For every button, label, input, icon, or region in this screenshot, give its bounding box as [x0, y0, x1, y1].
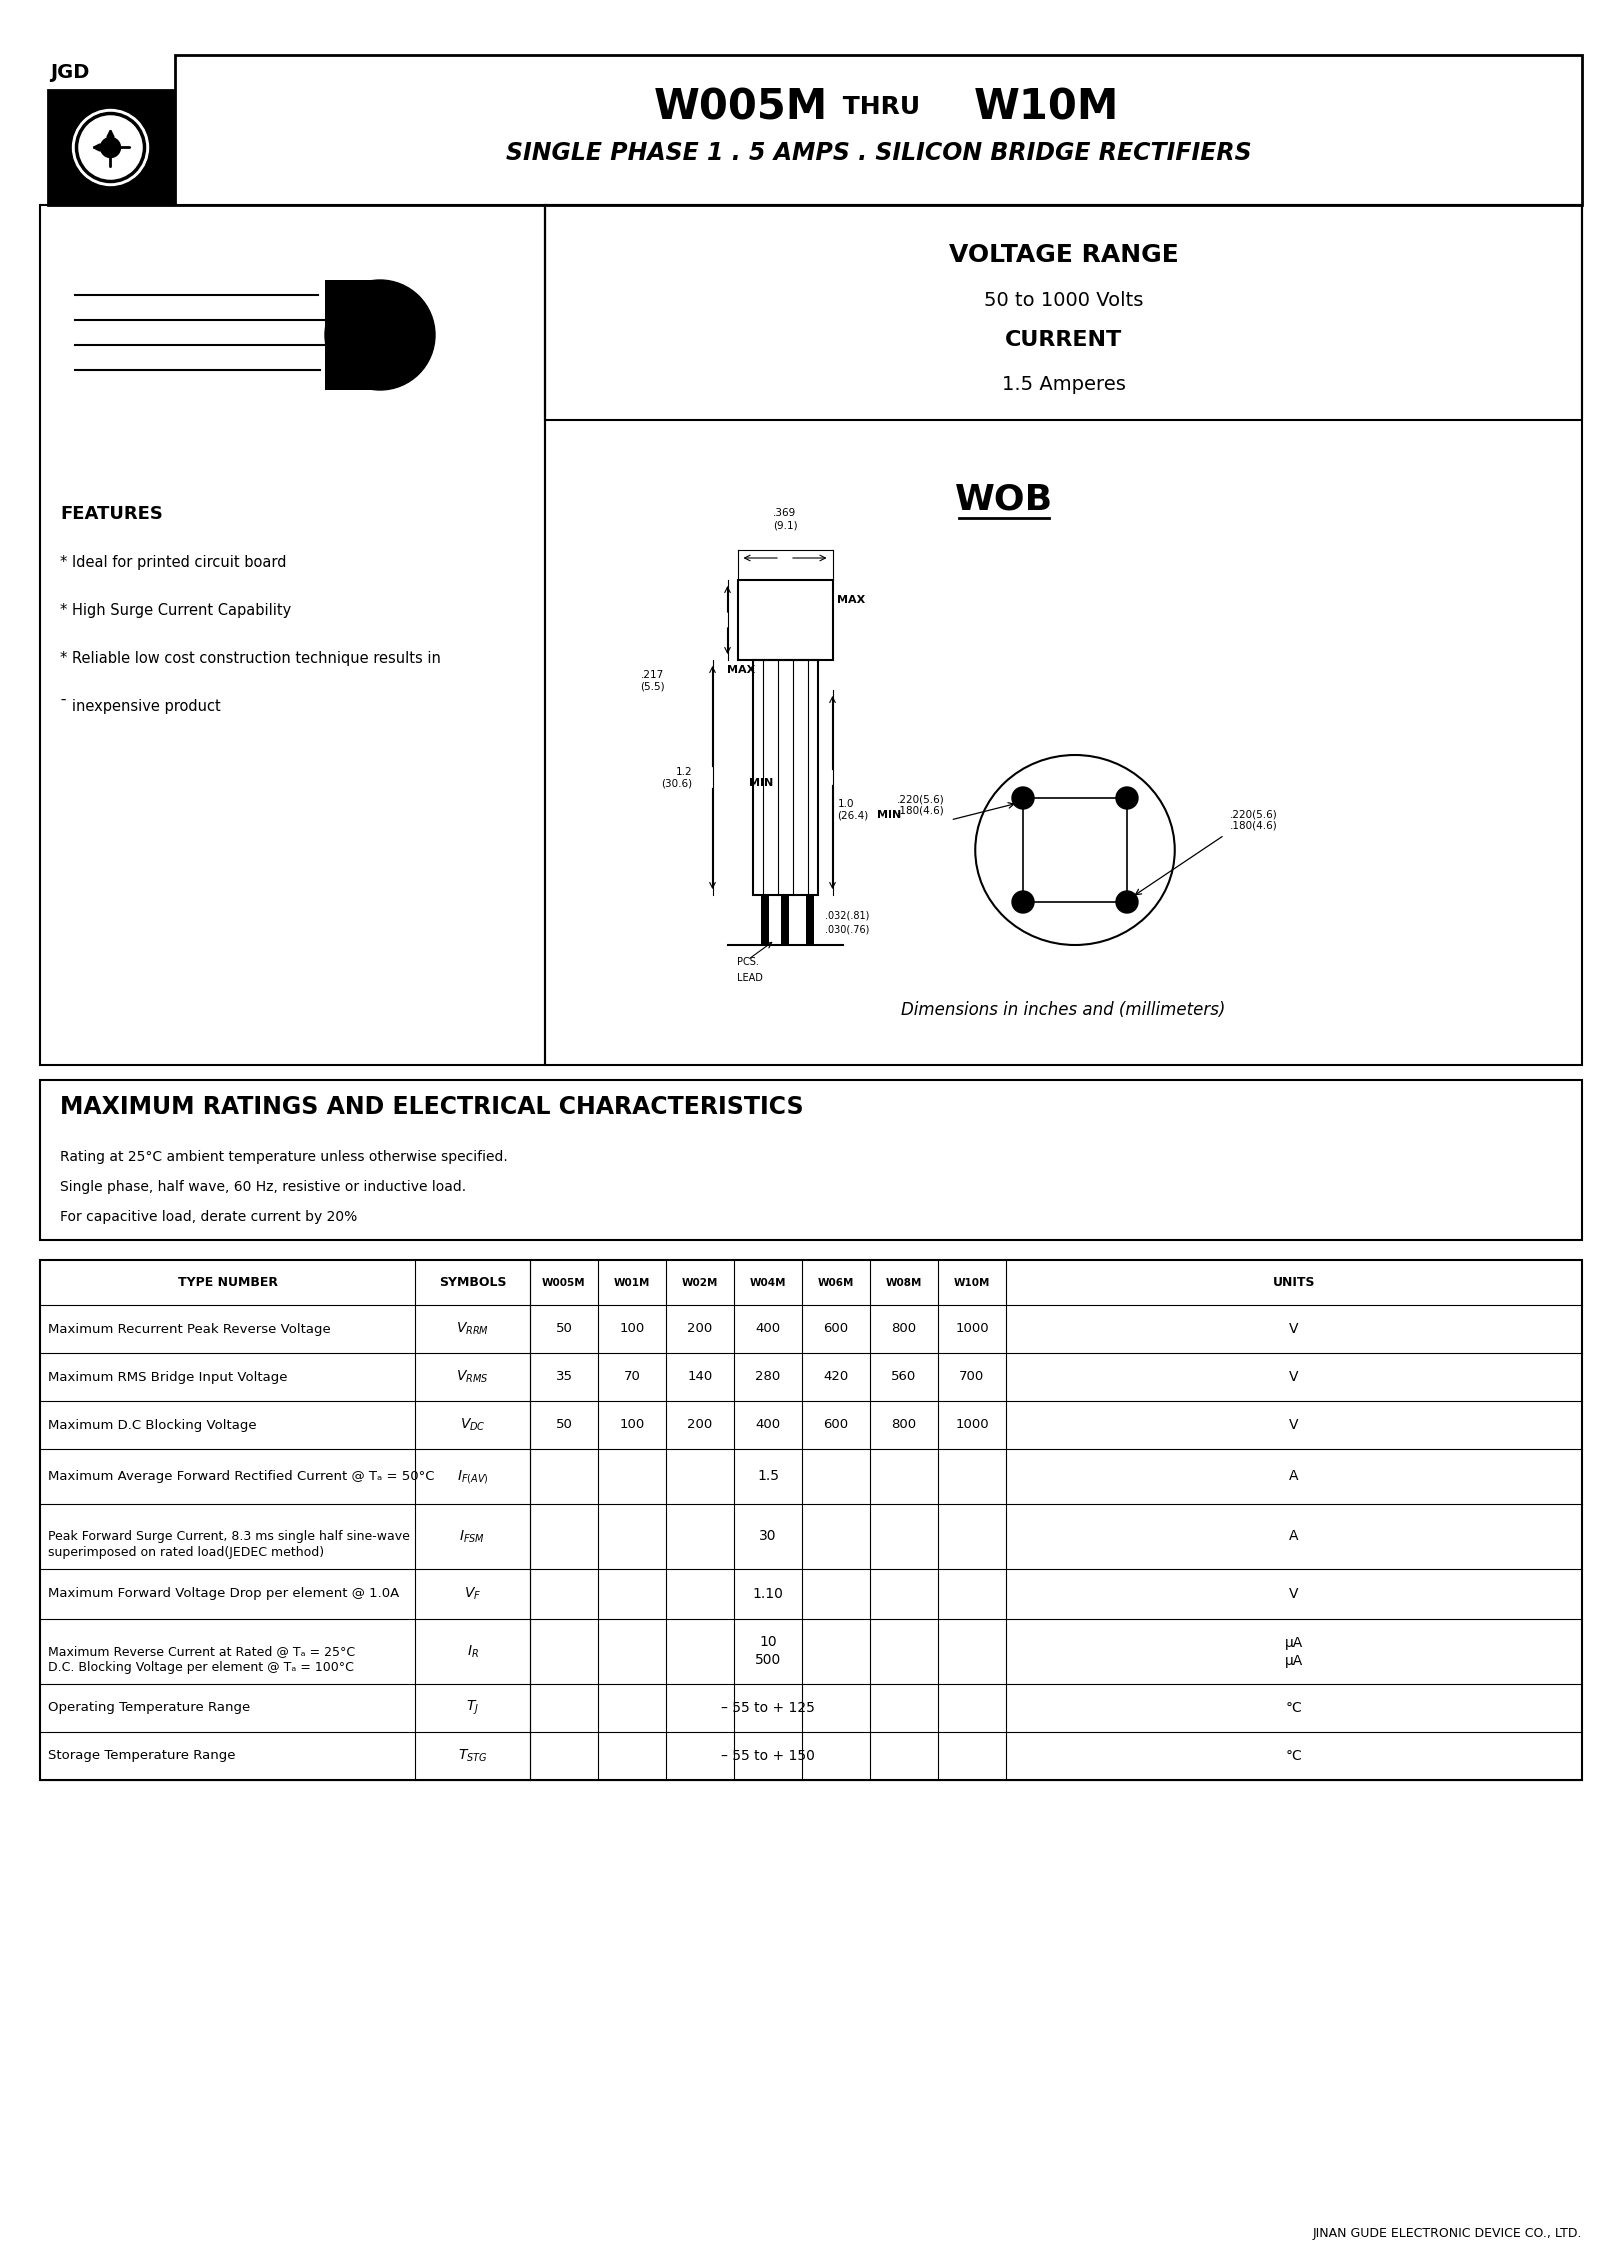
Text: Maximum D.C Blocking Voltage: Maximum D.C Blocking Voltage — [49, 1419, 256, 1431]
Text: THRU: THRU — [834, 95, 928, 120]
Text: 1000: 1000 — [955, 1322, 989, 1336]
Text: 10: 10 — [759, 1636, 777, 1650]
Text: CURRENT: CURRENT — [1006, 330, 1122, 350]
Text: .032(.81): .032(.81) — [826, 911, 869, 920]
Text: W005M: W005M — [654, 86, 829, 129]
Text: 200: 200 — [688, 1419, 712, 1431]
Text: MIN: MIN — [878, 809, 902, 820]
Circle shape — [324, 280, 435, 391]
Text: 420: 420 — [824, 1370, 848, 1383]
Text: Maximum Recurrent Peak Reverse Voltage: Maximum Recurrent Peak Reverse Voltage — [49, 1322, 331, 1336]
Text: .030(.76): .030(.76) — [826, 924, 869, 936]
Text: FEATURES: FEATURES — [60, 504, 162, 522]
Text: $V_{DC}$: $V_{DC}$ — [459, 1417, 485, 1433]
Text: MAX: MAX — [837, 594, 866, 606]
Text: Maximum Forward Voltage Drop per element @ 1.0A: Maximum Forward Voltage Drop per element… — [49, 1587, 399, 1600]
Text: – 55 to + 150: – 55 to + 150 — [722, 1749, 814, 1763]
Circle shape — [73, 108, 149, 185]
Text: $V_{RRM}$: $V_{RRM}$ — [456, 1320, 490, 1338]
Bar — [41, 1080, 1581, 1241]
Text: $V_{RMS}$: $V_{RMS}$ — [456, 1370, 488, 1385]
Text: Rating at 25°C ambient temperature unless otherwise specified.: Rating at 25°C ambient temperature unles… — [60, 1150, 508, 1164]
Text: TYPE NUMBER: TYPE NUMBER — [177, 1277, 277, 1288]
Text: W06M: W06M — [817, 1277, 855, 1288]
Bar — [738, 581, 832, 660]
Text: .220(5.6)
.180(4.6): .220(5.6) .180(4.6) — [1229, 809, 1277, 832]
Text: 800: 800 — [892, 1322, 916, 1336]
Text: 100: 100 — [620, 1322, 644, 1336]
Bar — [49, 90, 174, 206]
Text: Storage Temperature Range: Storage Temperature Range — [49, 1749, 235, 1763]
Text: $T_{J}$: $T_{J}$ — [466, 1700, 478, 1718]
Text: $I_{R}$: $I_{R}$ — [467, 1643, 478, 1659]
Text: W02M: W02M — [681, 1277, 719, 1288]
Text: 700: 700 — [959, 1370, 985, 1383]
Circle shape — [1116, 890, 1139, 913]
Text: W10M: W10M — [954, 1277, 989, 1288]
Text: 35: 35 — [555, 1370, 573, 1383]
Text: UNITS: UNITS — [1273, 1277, 1315, 1288]
Text: Maximum Average Forward Rectified Current @ Tₐ = 50°C: Maximum Average Forward Rectified Curren… — [49, 1469, 435, 1483]
Text: .369
(9.1): .369 (9.1) — [772, 508, 798, 531]
Bar — [175, 54, 1581, 206]
Text: 1.10: 1.10 — [753, 1587, 783, 1600]
Text: °C: °C — [1286, 1702, 1302, 1715]
Text: 70: 70 — [623, 1370, 641, 1383]
Text: * Ideal for printed circuit board: * Ideal for printed circuit board — [60, 556, 287, 570]
Text: PCS.: PCS. — [738, 956, 759, 967]
Text: superimposed on rated load(JEDEC method): superimposed on rated load(JEDEC method) — [49, 1546, 324, 1559]
Text: 50 to 1000 Volts: 50 to 1000 Volts — [985, 292, 1144, 310]
Text: VOLTAGE RANGE: VOLTAGE RANGE — [949, 244, 1178, 267]
Text: – 55 to + 125: – 55 to + 125 — [722, 1702, 814, 1715]
Text: 100: 100 — [620, 1419, 644, 1431]
Text: D.C. Blocking Voltage per element @ Tₐ = 100°C: D.C. Blocking Voltage per element @ Tₐ =… — [49, 1661, 354, 1675]
Text: 1.5 Amperes: 1.5 Amperes — [1001, 375, 1126, 396]
Text: μA: μA — [1285, 1636, 1302, 1650]
Text: V: V — [1289, 1587, 1299, 1600]
Text: 50: 50 — [556, 1322, 573, 1336]
Text: * Reliable low cost construction technique results in: * Reliable low cost construction techniq… — [60, 651, 441, 667]
Bar — [324, 280, 380, 391]
Text: °C: °C — [1286, 1749, 1302, 1763]
Bar — [41, 206, 545, 1064]
Text: 500: 500 — [754, 1654, 782, 1668]
Text: JINAN GUDE ELECTRONIC DEVICE CO., LTD.: JINAN GUDE ELECTRONIC DEVICE CO., LTD. — [1312, 2226, 1581, 2240]
Text: 50: 50 — [556, 1419, 573, 1431]
Text: W005M: W005M — [542, 1277, 586, 1288]
Text: WOB: WOB — [954, 484, 1053, 518]
Text: Single phase, half wave, 60 Hz, resistive or inductive load.: Single phase, half wave, 60 Hz, resistiv… — [60, 1180, 466, 1193]
Text: W04M: W04M — [749, 1277, 787, 1288]
Text: 1.5: 1.5 — [757, 1469, 779, 1483]
Text: W08M: W08M — [886, 1277, 923, 1288]
Text: 280: 280 — [756, 1370, 780, 1383]
Text: Peak Forward Surge Current, 8.3 ms single half sine-wave: Peak Forward Surge Current, 8.3 ms singl… — [49, 1530, 410, 1544]
Text: 200: 200 — [688, 1322, 712, 1336]
Circle shape — [101, 138, 120, 158]
Text: 400: 400 — [756, 1322, 780, 1336]
Text: * High Surge Current Capability: * High Surge Current Capability — [60, 603, 292, 617]
Text: $V_{F}$: $V_{F}$ — [464, 1587, 482, 1602]
Bar — [782, 895, 788, 945]
Text: 560: 560 — [892, 1370, 916, 1383]
Text: MAX: MAX — [728, 664, 756, 676]
Text: SINGLE PHASE 1 . 5 AMPS . SILICON BRIDGE RECTIFIERS: SINGLE PHASE 1 . 5 AMPS . SILICON BRIDGE… — [506, 140, 1251, 165]
Text: .217
(5.5): .217 (5.5) — [641, 669, 665, 692]
Text: W01M: W01M — [613, 1277, 650, 1288]
Bar — [41, 1261, 1581, 1781]
Text: A: A — [1289, 1530, 1299, 1544]
Text: 140: 140 — [688, 1370, 712, 1383]
Text: Maximum RMS Bridge Input Voltage: Maximum RMS Bridge Input Voltage — [49, 1370, 287, 1383]
Text: 1000: 1000 — [955, 1419, 989, 1431]
Text: 600: 600 — [824, 1322, 848, 1336]
Text: MAXIMUM RATINGS AND ELECTRICAL CHARACTERISTICS: MAXIMUM RATINGS AND ELECTRICAL CHARACTER… — [60, 1096, 803, 1119]
Circle shape — [1012, 786, 1033, 809]
Text: 1.2
(30.6): 1.2 (30.6) — [662, 766, 693, 789]
Text: 600: 600 — [824, 1419, 848, 1431]
Circle shape — [1012, 890, 1033, 913]
Text: 1.0
(26.4): 1.0 (26.4) — [837, 800, 869, 820]
Text: 30: 30 — [759, 1530, 777, 1544]
Text: A: A — [1289, 1469, 1299, 1483]
Text: .220(5.6)
.180(4.6): .220(5.6) .180(4.6) — [897, 793, 944, 816]
Text: 400: 400 — [756, 1419, 780, 1431]
Text: W10M: W10M — [973, 86, 1119, 129]
